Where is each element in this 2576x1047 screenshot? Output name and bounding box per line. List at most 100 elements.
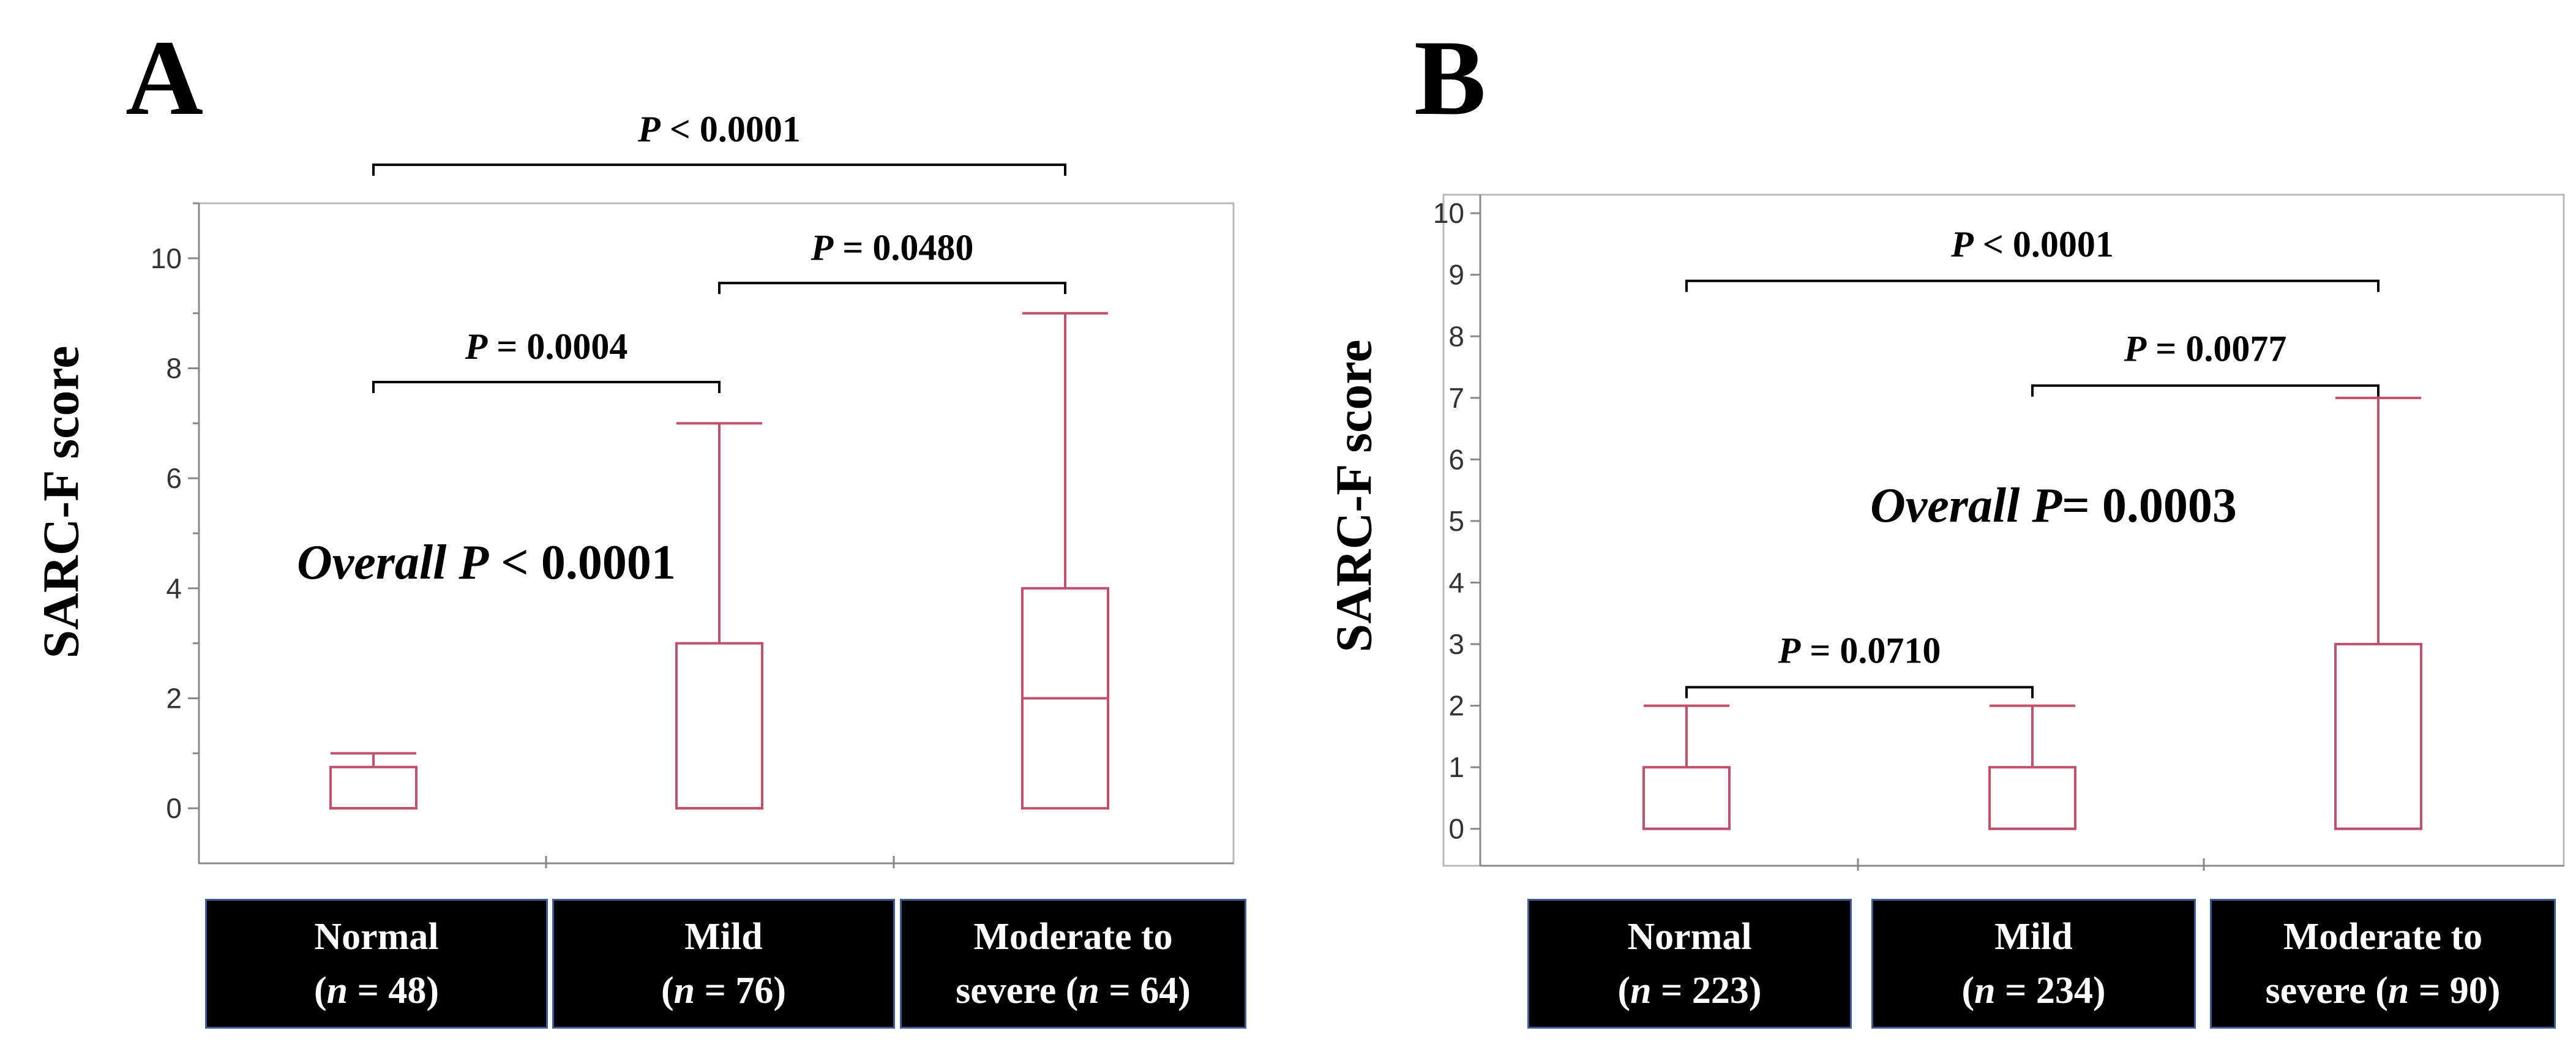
y-tick-label: 0 [1448,813,1464,845]
p-value-label: P < 0.0001 [1950,224,2114,265]
p-value: < 0.0001 [1974,224,2114,265]
n-symbol: n [326,970,348,1011]
p-value-label: P = 0.0710 [1778,630,1941,670]
n-value: = 234) [1995,970,2106,1011]
p-value: < 0.0001 [661,109,801,149]
panel-b-category-mild: Mild (n = 234) [1871,899,2196,1029]
panel-a-category-moderate-severe: Moderate to severe (n = 64) [900,899,1246,1029]
category-name: Mild [684,915,763,958]
box-0 [1642,704,1731,830]
y-tick-label: 10 [151,242,182,274]
y-tick-label: 6 [166,462,182,494]
bracket-line [718,282,1066,295]
n-symbol: n [1078,970,1099,1011]
n-symbol: n [1630,970,1652,1011]
n-value: = 64) [1099,970,1191,1011]
category-n: (n = 48) [313,970,440,1011]
category-n: (n = 234) [1961,970,2106,1011]
p-symbol: P [2124,329,2147,369]
p-symbol: P [637,109,661,149]
bracket-line [372,380,721,393]
p-value: = 0.0480 [833,227,973,268]
p-value: = 0.0077 [2146,329,2286,369]
box-2 [2334,396,2422,830]
y-tick-label: 4 [166,572,182,604]
y-tick-label: 4 [1448,566,1464,598]
box-1 [1988,704,2076,830]
n-symbol: n [1974,970,1996,1011]
p-value-label: P < 0.0001 [637,109,801,149]
panel-a-letter: A [125,18,204,138]
p-value-label: P = 0.0480 [811,227,974,268]
bracket-line [2031,384,2379,397]
y-tick-label: 1 [1448,751,1464,783]
plot-frame [198,202,1235,865]
box-iqr [1988,766,2076,830]
y-tick-label: 2 [1448,690,1464,722]
category-name: Mild [1994,915,2073,958]
significance-bracket: P = 0.0710 [1685,630,2034,699]
p-value-label: P = 0.0077 [2124,329,2287,369]
p-symbol: P [1778,630,1802,670]
category-name: Moderate to [2283,915,2483,958]
bracket-line [372,163,1066,176]
panel-b-category-normal: Normal (n = 223) [1527,899,1852,1029]
category-name: Moderate to [973,915,1173,958]
y-tick-label: 7 [1448,382,1464,414]
significance-bracket: P < 0.0001 [1685,224,2379,292]
significance-bracket: P < 0.0001 [372,109,1066,176]
category-name: Normal [1627,915,1752,958]
category-n: (n = 223) [1617,970,1762,1011]
y-tick-label: 6 [1448,443,1464,475]
significance-bracket: P = 0.0077 [2031,329,2379,397]
box-1 [675,422,763,810]
overall-p-value: = 0.0003 [2062,479,2237,533]
n-value: = 76) [695,970,787,1011]
box-iqr [329,765,417,810]
box-iqr [675,642,763,810]
significance-bracket: P = 0.0480 [718,227,1066,295]
significance-bracket: P = 0.0004 [372,326,721,393]
n-value: = 48) [348,970,440,1011]
overall-p-symbol: Overall P [1870,479,2062,533]
y-tick-label: 2 [166,683,182,715]
y-tick-label: 8 [166,353,182,385]
bracket-line [1685,686,2034,699]
n-prefix: severe ( [956,970,1079,1011]
panel-a-category-mild: Mild (n = 76) [552,899,895,1029]
p-value: = 0.0710 [1800,630,1941,670]
p-value: = 0.0004 [487,326,627,367]
y-tick-label: 8 [1448,320,1464,352]
n-value: = 90) [2409,970,2501,1011]
category-n: (n = 76) [661,970,787,1011]
y-tick-label: 0 [166,792,182,824]
p-symbol: P [1950,224,1974,265]
y-tick-label: 10 [1433,197,1464,229]
box-iqr [1642,766,1731,830]
overall-p-label: Overall P < 0.0001 [297,536,676,590]
panel-b-category-moderate-severe: Moderate to severe (n = 90) [2210,899,2556,1029]
overall-p-label: Overall P= 0.0003 [1870,479,2237,533]
bracket-line [1685,279,2379,292]
panel-b-letter: B [1414,18,1486,138]
y-tick-label: 5 [1448,505,1464,537]
p-symbol: P [465,326,489,367]
box-2 [1021,312,1109,810]
n-symbol: n [2387,970,2409,1011]
category-name: Normal [314,915,439,958]
n-prefix: severe ( [2265,970,2388,1011]
box-iqr [2334,643,2422,830]
overall-p-symbol: Overall P [297,536,489,590]
category-n: severe (n = 90) [2212,964,2554,1018]
n-value: = 223) [1651,970,1762,1011]
category-n: severe (n = 64) [902,964,1245,1018]
n-symbol: n [673,970,695,1011]
overall-p-value: < 0.0001 [489,536,676,590]
box-0 [329,752,417,810]
panel-a-category-normal: Normal (n = 48) [205,899,548,1029]
y-tick-label: 3 [1448,628,1464,660]
p-value-label: P = 0.0004 [465,326,628,367]
